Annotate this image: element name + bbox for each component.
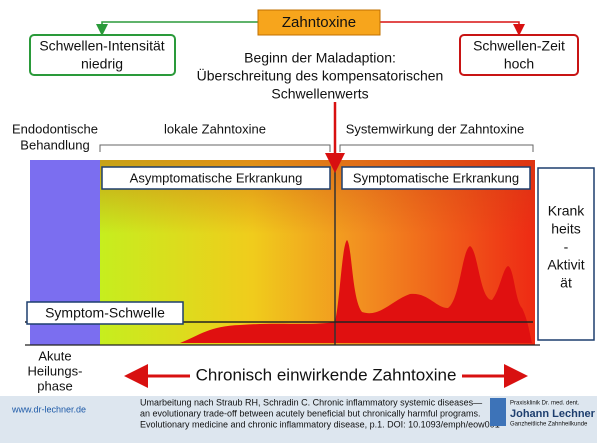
label: Akute <box>38 348 71 363</box>
website: www.dr-lechner.de <box>11 404 86 414</box>
box-text: hoch <box>504 56 534 72</box>
phase-box <box>341 166 531 190</box>
label: Krank <box>548 203 586 219</box>
box-text: Schwellen-Intensität <box>39 38 164 54</box>
label: Endodontische <box>12 121 98 136</box>
logo-text: Praxisklinik Dr. med. dent. <box>510 401 580 407</box>
label: Systemwirkung der Zahntoxine <box>346 121 524 136</box>
logo-text: Ganzheitliche Zahnheilkunde <box>510 422 588 428</box>
annotation: Schwellenwerts <box>271 86 368 102</box>
label: ät <box>560 275 572 291</box>
label: heits <box>551 221 581 237</box>
bracket <box>99 144 331 152</box>
label: lokale Zahntoxine <box>164 121 266 136</box>
threshold-box <box>26 301 184 325</box>
connector <box>380 21 525 36</box>
logo-icon <box>490 398 506 426</box>
citation: an evolutionary trade-off between acutel… <box>140 408 481 418</box>
title-box <box>257 9 381 36</box>
label: Symptomatische Erkrankung <box>353 170 519 185</box>
bracket <box>339 144 534 152</box>
label: - <box>564 239 569 255</box>
left-box <box>29 34 176 76</box>
annotation: Beginn der Maladaption: <box>244 50 396 66</box>
box-text: Schwellen-Zeit <box>473 38 565 54</box>
activity-box <box>537 167 595 341</box>
citation: Evolutionary medicine and chronic inflam… <box>140 419 500 429</box>
box-text: niedrig <box>81 56 123 72</box>
title: Zahntoxine <box>282 14 356 31</box>
annotation: Überschreitung des kompensatorischen <box>197 67 444 84</box>
connector <box>96 21 258 36</box>
label: Symptom-Schwelle <box>45 305 165 321</box>
label: Heilungs- <box>28 363 83 378</box>
citation: Umarbeitung nach Straub RH, Schradin C. … <box>140 397 482 407</box>
phase-box <box>101 166 331 190</box>
right-box <box>459 34 579 76</box>
label: phase <box>37 378 72 393</box>
label: Chronisch einwirkende Zahntoxine <box>196 365 457 384</box>
activity-curve <box>180 240 532 343</box>
label: Asymptomatische Erkrankung <box>130 170 303 185</box>
logo-text: Johann Lechner <box>510 408 596 420</box>
label: Behandlung <box>20 137 89 152</box>
label: Aktivit <box>547 257 584 273</box>
